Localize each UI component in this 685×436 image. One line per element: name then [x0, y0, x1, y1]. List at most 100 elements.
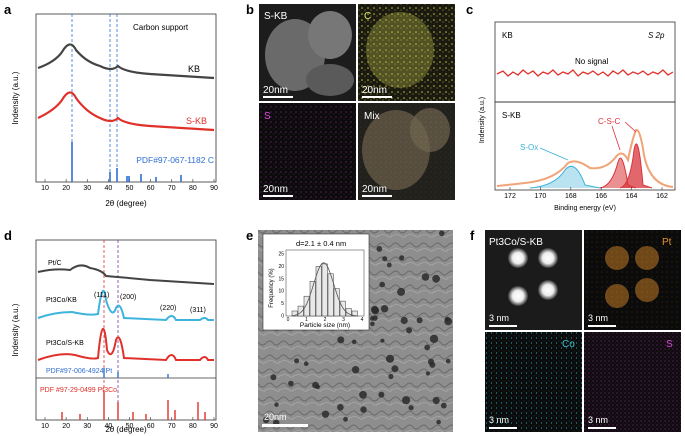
nanoparticle — [380, 305, 389, 313]
sox-label: S-Ox — [520, 143, 538, 152]
plot-frame-bottom — [494, 101, 676, 191]
x-tick-label: 20 — [62, 423, 70, 430]
tile-label: S — [666, 339, 673, 350]
x-tick-labels: 10 20 30 40 50 60 70 80 90 — [41, 179, 218, 192]
panel-letter: c — [466, 2, 473, 17]
x-tick-label: 60 — [147, 423, 155, 430]
inset-ticks: 0 1 2 3 4 0 5 10 15 20 25 — [278, 252, 363, 324]
histogram-bars — [291, 262, 359, 317]
panel-d: d Indensity (a.u.) 2θ (degree) 10 20 30 40 5… — [4, 228, 218, 434]
inset-y-tick: 20 — [278, 264, 284, 270]
nanoparticle — [370, 305, 379, 314]
nanoparticle — [432, 274, 440, 283]
histogram-bar — [297, 305, 304, 317]
x-tick-label: 50 — [126, 185, 134, 192]
x-tick-label: 50 — [126, 423, 134, 430]
reference-sticks-pt — [103, 368, 169, 378]
nanoparticle — [351, 366, 360, 374]
y-axis-label: Indensity (a.u.) — [479, 97, 486, 143]
x-tick-label: 162 — [656, 193, 668, 200]
nanoparticle — [274, 402, 279, 407]
series-line-s-kb — [37, 91, 215, 132]
nanoparticle — [315, 384, 321, 390]
tile-label: Co — [562, 339, 575, 350]
kb-spectrum — [496, 69, 674, 77]
panel-b: b S-KB C S Mix 20nm 20nm 20nm 20nm — [246, 2, 455, 200]
reference-label: PDF #97-29-0499 Pt3Co — [40, 387, 117, 394]
peak-label: (220) — [160, 305, 176, 312]
nanoparticle — [439, 230, 445, 237]
histogram-bar — [309, 281, 316, 317]
series-label-kb: KB — [188, 64, 200, 74]
nanoparticle — [416, 317, 423, 324]
x-tick-label: 10 — [41, 185, 49, 192]
nanoparticle — [321, 410, 330, 418]
tile-label: S-KB — [264, 11, 288, 22]
peak-label: (311) — [190, 307, 206, 314]
histogram-bar — [321, 263, 328, 317]
scale-label: 3 nm — [588, 313, 608, 323]
inset-y-tick: 25 — [278, 252, 284, 258]
series-label: Pt3Co/S-KB — [46, 340, 84, 347]
nanoparticle — [294, 358, 300, 364]
histogram-bar — [291, 310, 298, 317]
haadf-image — [485, 230, 582, 330]
nanoparticle — [402, 396, 411, 405]
peak-label: (111) — [94, 292, 109, 299]
scale-label: 20nm — [264, 412, 287, 422]
nanoparticle — [388, 373, 394, 380]
x-tick-label: 40 — [104, 423, 112, 430]
nanoparticle — [359, 390, 367, 399]
x-tick-label: 70 — [168, 185, 176, 192]
panel-f: f Pt3Co/S-KB Pt Co S 3 nm 3 nm 3 nm 3 nm — [470, 228, 681, 432]
nanoparticle — [425, 371, 430, 376]
tile-label: Pt — [662, 237, 672, 248]
inset-y-tick: 10 — [278, 289, 284, 295]
nanoparticle — [424, 344, 431, 351]
nanoparticle — [380, 338, 385, 343]
scale-bars — [263, 96, 392, 197]
series-line-kb — [37, 43, 215, 80]
scale-label: 20nm — [362, 85, 387, 96]
nanoparticle — [408, 405, 414, 411]
nanoparticle — [429, 334, 439, 343]
panel-a: a Carbon support Indensity (a.u.) 2θ (de… — [4, 2, 218, 208]
no-signal-label: No signal — [575, 57, 609, 66]
x-tick-label: 90 — [210, 185, 218, 192]
tile-label: Mix — [364, 111, 380, 122]
nanoparticle — [372, 315, 378, 321]
nanoparticle — [400, 316, 408, 325]
panel-letter: d — [4, 228, 12, 243]
inset-x-tick: 2 — [324, 317, 327, 323]
plot-frame — [35, 13, 217, 183]
reference-label: PDF#97-006-4924 Pt — [46, 368, 112, 375]
inset-x-tick: 1 — [305, 317, 308, 323]
nanoparticle — [376, 246, 383, 252]
histogram-bar — [333, 288, 340, 317]
x-tick-labels: 10 20 30 40 50 60 70 80 90 — [41, 417, 218, 430]
nanoparticle — [444, 317, 453, 326]
x-tick-label: 80 — [189, 185, 197, 192]
scale-label: 3 nm — [489, 415, 509, 425]
reference-sticks-pt3co — [61, 392, 206, 420]
reference-sticks — [71, 142, 182, 182]
reference-label: PDF#97-067-1182 C — [136, 155, 214, 165]
y-axis-label: Indensity (a.u.) — [11, 303, 20, 356]
sox-peak — [529, 165, 601, 189]
nanoparticle — [385, 354, 395, 363]
x-tick-label: 172 — [504, 193, 516, 200]
nanoparticle — [436, 419, 441, 425]
nanoparticle — [360, 406, 367, 413]
bottom-label: S-KB — [502, 111, 521, 120]
inset-x-tick: 3 — [342, 317, 345, 323]
inset-y-tick: 0 — [281, 314, 284, 320]
nanoparticle — [288, 380, 294, 387]
x-tick-label: 30 — [83, 423, 91, 430]
inset-y-tick: 5 — [281, 301, 284, 307]
series-line-pt-c — [37, 264, 215, 285]
panel-letter: e — [246, 228, 253, 243]
x-axis-label: Binding energy (eV) — [554, 205, 616, 212]
nanoparticle — [378, 391, 385, 398]
nanoparticle — [399, 255, 405, 261]
panel-letter: f — [470, 228, 475, 243]
